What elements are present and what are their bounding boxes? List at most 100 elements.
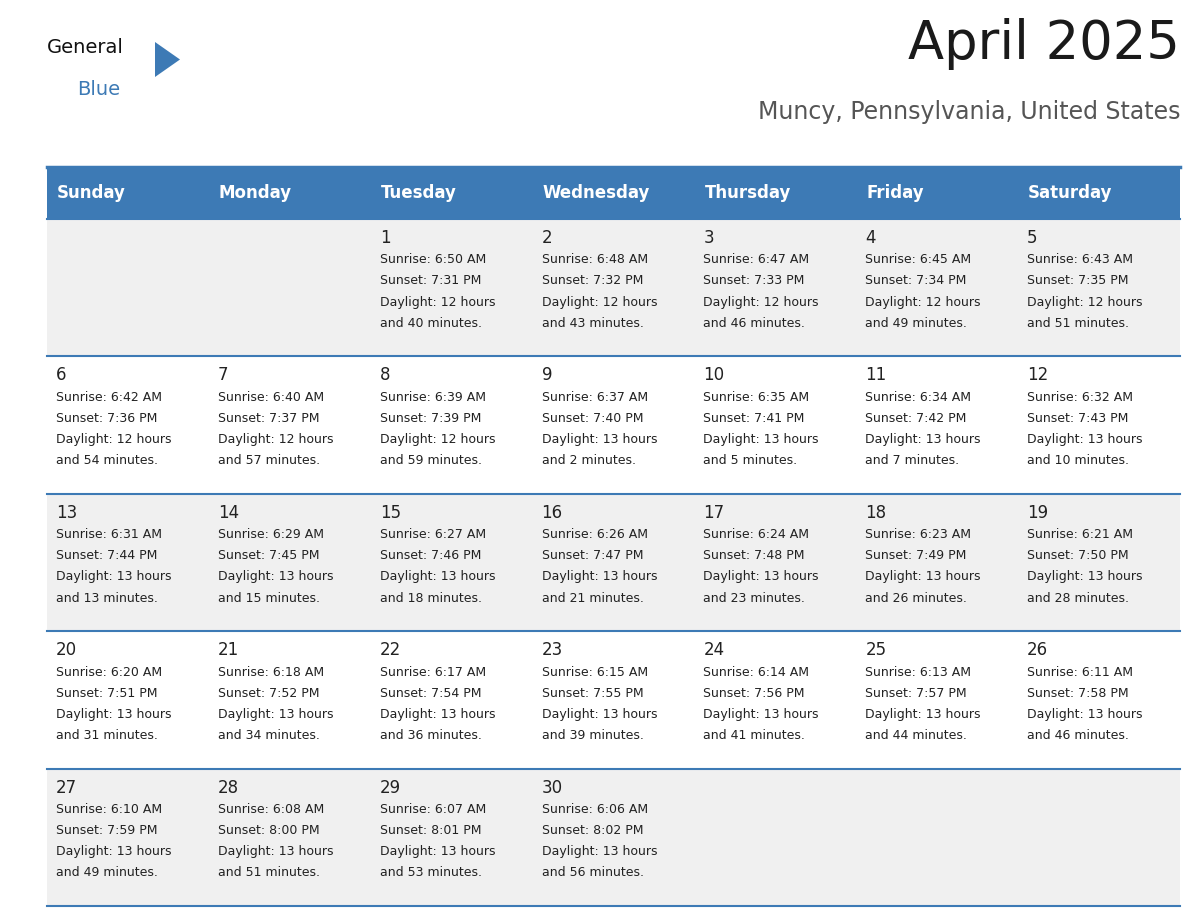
Text: and 51 minutes.: and 51 minutes.: [217, 867, 320, 879]
Bar: [857, 768, 1018, 906]
Bar: [209, 356, 371, 494]
Text: 9: 9: [542, 366, 552, 385]
Text: 13: 13: [56, 504, 77, 521]
Text: Sunset: 7:31 PM: Sunset: 7:31 PM: [380, 274, 481, 287]
Bar: [209, 768, 371, 906]
Text: and 59 minutes.: and 59 minutes.: [380, 454, 481, 467]
Text: Daylight: 13 hours: Daylight: 13 hours: [380, 845, 495, 858]
Text: Sunrise: 6:11 AM: Sunrise: 6:11 AM: [1028, 666, 1133, 678]
Text: Sunrise: 6:27 AM: Sunrise: 6:27 AM: [380, 528, 486, 541]
Text: Wednesday: Wednesday: [543, 184, 650, 202]
Text: and 51 minutes.: and 51 minutes.: [1028, 317, 1129, 330]
Text: 19: 19: [1028, 504, 1048, 521]
Text: Thursday: Thursday: [704, 184, 791, 202]
Text: 29: 29: [380, 778, 400, 797]
Text: Daylight: 12 hours: Daylight: 12 hours: [217, 433, 334, 446]
Text: 12: 12: [1028, 366, 1048, 385]
Text: Sunrise: 6:18 AM: Sunrise: 6:18 AM: [217, 666, 324, 678]
Text: and 41 minutes.: and 41 minutes.: [703, 729, 805, 742]
Text: Sunrise: 6:45 AM: Sunrise: 6:45 AM: [865, 253, 972, 266]
Text: 26: 26: [1028, 641, 1048, 659]
Text: Daylight: 13 hours: Daylight: 13 hours: [542, 708, 657, 721]
Bar: [209, 219, 371, 356]
Text: and 2 minutes.: and 2 minutes.: [542, 454, 636, 467]
Bar: [1018, 356, 1180, 494]
Text: Sunset: 7:50 PM: Sunset: 7:50 PM: [1028, 549, 1129, 562]
Text: Sunset: 7:52 PM: Sunset: 7:52 PM: [217, 687, 320, 700]
Text: 3: 3: [703, 229, 714, 247]
Text: Sunset: 8:01 PM: Sunset: 8:01 PM: [380, 824, 481, 837]
Text: Daylight: 13 hours: Daylight: 13 hours: [217, 570, 334, 583]
Bar: [209, 632, 371, 768]
Text: Sunset: 7:55 PM: Sunset: 7:55 PM: [542, 687, 643, 700]
Text: Sunrise: 6:40 AM: Sunrise: 6:40 AM: [217, 391, 324, 404]
Text: Sunrise: 6:43 AM: Sunrise: 6:43 AM: [1028, 253, 1133, 266]
Text: General: General: [48, 38, 124, 57]
Bar: [48, 356, 209, 494]
Text: Sunset: 8:02 PM: Sunset: 8:02 PM: [542, 824, 643, 837]
Text: Sunset: 7:59 PM: Sunset: 7:59 PM: [56, 824, 158, 837]
Text: Sunset: 7:58 PM: Sunset: 7:58 PM: [1028, 687, 1129, 700]
Text: Daylight: 13 hours: Daylight: 13 hours: [542, 433, 657, 446]
Text: Daylight: 13 hours: Daylight: 13 hours: [703, 570, 819, 583]
Text: Sunset: 7:44 PM: Sunset: 7:44 PM: [56, 549, 157, 562]
Bar: [48, 167, 209, 219]
Text: Sunrise: 6:07 AM: Sunrise: 6:07 AM: [380, 803, 486, 816]
Text: and 10 minutes.: and 10 minutes.: [1028, 454, 1129, 467]
Text: April 2025: April 2025: [908, 18, 1180, 70]
Bar: [695, 632, 857, 768]
Text: Sunset: 7:47 PM: Sunset: 7:47 PM: [542, 549, 643, 562]
Text: Sunset: 7:32 PM: Sunset: 7:32 PM: [542, 274, 643, 287]
Text: Sunset: 7:42 PM: Sunset: 7:42 PM: [865, 412, 967, 425]
Text: Daylight: 12 hours: Daylight: 12 hours: [56, 433, 171, 446]
Text: 10: 10: [703, 366, 725, 385]
Bar: [532, 632, 695, 768]
Text: and 7 minutes.: and 7 minutes.: [865, 454, 960, 467]
Text: Sunrise: 6:20 AM: Sunrise: 6:20 AM: [56, 666, 162, 678]
Text: Daylight: 13 hours: Daylight: 13 hours: [703, 433, 819, 446]
Bar: [695, 219, 857, 356]
Text: Sunrise: 6:14 AM: Sunrise: 6:14 AM: [703, 666, 809, 678]
Text: Sunrise: 6:48 AM: Sunrise: 6:48 AM: [542, 253, 647, 266]
Text: Sunset: 7:39 PM: Sunset: 7:39 PM: [380, 412, 481, 425]
Text: 24: 24: [703, 641, 725, 659]
Text: and 15 minutes.: and 15 minutes.: [217, 591, 320, 605]
Text: Sunset: 7:34 PM: Sunset: 7:34 PM: [865, 274, 967, 287]
Text: Tuesday: Tuesday: [380, 184, 456, 202]
Text: Daylight: 12 hours: Daylight: 12 hours: [703, 296, 819, 308]
Text: Daylight: 12 hours: Daylight: 12 hours: [1028, 296, 1143, 308]
Text: Sunset: 7:57 PM: Sunset: 7:57 PM: [865, 687, 967, 700]
Text: and 31 minutes.: and 31 minutes.: [56, 729, 158, 742]
Bar: [371, 632, 532, 768]
Text: and 40 minutes.: and 40 minutes.: [380, 317, 481, 330]
Text: Sunset: 7:36 PM: Sunset: 7:36 PM: [56, 412, 157, 425]
Text: Daylight: 13 hours: Daylight: 13 hours: [1028, 708, 1143, 721]
Text: Sunset: 7:40 PM: Sunset: 7:40 PM: [542, 412, 643, 425]
Text: Sunrise: 6:10 AM: Sunrise: 6:10 AM: [56, 803, 162, 816]
Text: 4: 4: [865, 229, 876, 247]
Text: 28: 28: [217, 778, 239, 797]
Text: and 5 minutes.: and 5 minutes.: [703, 454, 797, 467]
Text: and 54 minutes.: and 54 minutes.: [56, 454, 158, 467]
Text: Sunset: 7:43 PM: Sunset: 7:43 PM: [1028, 412, 1129, 425]
Text: 17: 17: [703, 504, 725, 521]
Text: Muncy, Pennsylvania, United States: Muncy, Pennsylvania, United States: [758, 100, 1180, 124]
Text: Sunrise: 6:26 AM: Sunrise: 6:26 AM: [542, 528, 647, 541]
Text: Daylight: 13 hours: Daylight: 13 hours: [56, 708, 171, 721]
Text: Daylight: 13 hours: Daylight: 13 hours: [865, 708, 981, 721]
Text: Sunrise: 6:17 AM: Sunrise: 6:17 AM: [380, 666, 486, 678]
Text: Friday: Friday: [866, 184, 924, 202]
Text: Sunrise: 6:50 AM: Sunrise: 6:50 AM: [380, 253, 486, 266]
Bar: [48, 768, 209, 906]
Text: and 53 minutes.: and 53 minutes.: [380, 867, 481, 879]
Text: 15: 15: [380, 504, 400, 521]
Text: Sunset: 7:37 PM: Sunset: 7:37 PM: [217, 412, 320, 425]
Text: Sunset: 8:00 PM: Sunset: 8:00 PM: [217, 824, 320, 837]
Bar: [532, 768, 695, 906]
Text: Sunrise: 6:47 AM: Sunrise: 6:47 AM: [703, 253, 809, 266]
Text: 5: 5: [1028, 229, 1037, 247]
Text: Sunrise: 6:15 AM: Sunrise: 6:15 AM: [542, 666, 647, 678]
Bar: [857, 219, 1018, 356]
Text: 16: 16: [542, 504, 563, 521]
Text: 20: 20: [56, 641, 77, 659]
